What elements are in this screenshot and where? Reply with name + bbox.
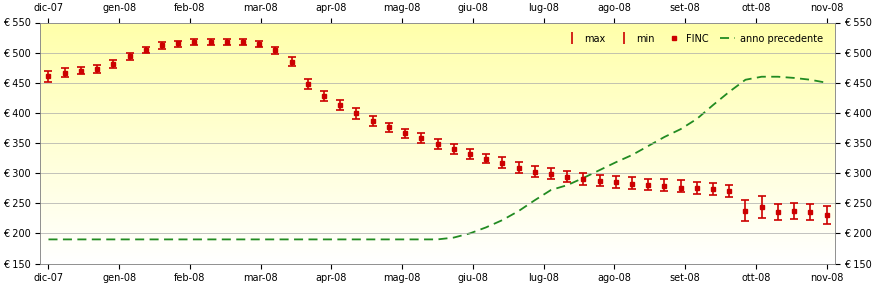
Legend: max, min, FINC, anno precedente: max, min, FINC, anno precedente [561,30,827,47]
